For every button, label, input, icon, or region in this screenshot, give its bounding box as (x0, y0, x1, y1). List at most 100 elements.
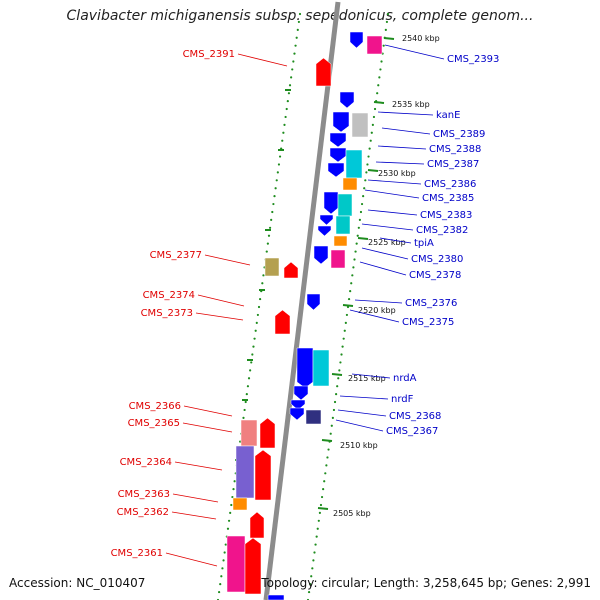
inner-left-ring-dot (233, 480, 236, 483)
gene-blue (293, 385, 309, 401)
gene-label-left: CMS_2361 (111, 548, 163, 559)
outer-right-ring-dot (333, 400, 337, 404)
outer-right-ring-dot (336, 385, 339, 388)
gene-orange (333, 235, 348, 247)
gene-red (249, 511, 265, 539)
outer-right-ring-dot (335, 393, 338, 396)
kbp-tick-label: 2515 kbp (348, 374, 386, 383)
kbp-tick-label: 2505 kbp (333, 509, 371, 518)
inner-left-ring-dot (249, 369, 252, 372)
kbp-tick-mark (357, 237, 369, 240)
kbp-tick-label: 2535 kbp (392, 100, 430, 109)
inner-left-ring-dot (286, 100, 289, 103)
gene-label-right: tpiA (414, 238, 434, 249)
gene-label-right: CMS_2382 (416, 225, 468, 236)
outer-right-ring-dot (369, 139, 372, 142)
label-leader-line (351, 373, 391, 379)
inner-left-ring-dot (243, 408, 246, 412)
gene-label-left: CMS_2365 (128, 418, 180, 429)
outer-right-ring-dot (354, 250, 357, 253)
label-leader-line (195, 312, 244, 321)
kbp-tick-mark (373, 101, 385, 104)
gene-blue (313, 245, 329, 265)
outer-right-ring-dot (382, 44, 385, 47)
outer-right-ring-dot (316, 527, 319, 530)
outer-right-ring-dot (341, 345, 344, 348)
inner-left-ring-dot (251, 353, 254, 356)
inner-left-ring-dot (295, 36, 298, 39)
outer-right-ring-dot (323, 480, 326, 483)
gene-blue (319, 214, 334, 226)
gene-label-left: CMS_2391 (183, 49, 235, 60)
outer-right-ring-dot (355, 242, 358, 245)
label-leader-line (384, 44, 445, 60)
label-leader-line (339, 395, 389, 400)
gene-blue (332, 111, 350, 133)
outer-right-ring-dot (384, 28, 387, 31)
label-leader-line (349, 309, 400, 323)
gene-label-left: CMS_2364 (120, 457, 172, 468)
outer-right-ring-dot (339, 361, 342, 364)
inner-left-ring-dot (246, 385, 250, 388)
outer-right-ring-dot (372, 115, 376, 119)
gene-label-right: nrdA (393, 373, 417, 384)
label-leader-line (379, 237, 412, 244)
inner-left-ring-dot (255, 321, 258, 324)
gene-magenta (366, 35, 383, 55)
outer-right-ring-dot (376, 92, 379, 95)
outer-right-ring-dot (340, 353, 343, 356)
outer-right-ring-dot (338, 369, 341, 372)
outer-right-ring-dot (317, 519, 320, 522)
outer-right-ring-dot (347, 297, 351, 301)
gene-label-right: CMS_2383 (420, 210, 472, 221)
gene-label-right: CMS_2387 (427, 159, 479, 170)
gene-pink (240, 419, 258, 447)
kbp-tick-layer: 2540 kbp 2535 kbp 2530 kbp 2525 kbp 2520 kbp… (317, 34, 440, 518)
gene-label-right: CMS_2378 (409, 270, 461, 281)
outer-right-ring-dot (309, 583, 312, 586)
inner-left-ring-dot (242, 416, 245, 419)
outer-right-ring-dot (325, 464, 328, 467)
kbp-tick-mark (342, 304, 354, 307)
kbp-tick-mark (321, 439, 333, 442)
kbp-tick-label: 2525 kbp (368, 238, 406, 247)
inner-left-ring-dot (257, 305, 261, 309)
inner-left-ring-dot (273, 195, 276, 198)
inner-left-ring-dot (253, 337, 256, 340)
outer-right-ring-dot (380, 60, 383, 63)
gene-cyan (312, 349, 330, 387)
inner-left-ring-dot (220, 575, 223, 578)
inner-left-ring-dot (292, 60, 295, 63)
label-leader-line (361, 247, 409, 260)
outer-right-ring-dot (337, 377, 340, 380)
outer-right-ring-dot (365, 171, 368, 174)
inner-left-ring-dot (226, 527, 230, 530)
inner-left-ring-dot (222, 559, 225, 562)
inner-left-ring-dot (266, 242, 269, 245)
label-layer: CMS_2391 CMS_2377 CMS_2374 CMS_2373 CMS_2366… (111, 44, 499, 567)
backbone-line (263, 1, 341, 600)
map-title: Clavibacter michiganensis subsp. sepedon… (66, 8, 534, 24)
label-leader-line (361, 223, 414, 231)
outer-right-ring-dot (315, 535, 318, 538)
outer-right-ring-dot (318, 511, 321, 514)
outer-right-ring-dot (314, 543, 317, 546)
label-leader-line (377, 111, 434, 116)
outer-right-ring-dot (322, 488, 325, 491)
gene-label-right: CMS_2385 (422, 193, 474, 204)
kbp-tick-label: 2510 kbp (340, 441, 378, 450)
inner-left-ring-dot (270, 218, 273, 221)
outer-right-ring-dot (344, 321, 347, 324)
inner-left-ring-dot (297, 20, 300, 24)
label-leader-line (364, 189, 420, 199)
outer-right-ring-dot (363, 187, 366, 190)
gene-magenta (226, 535, 246, 593)
outer-right-ring-dot (307, 590, 311, 594)
gene-blue (296, 347, 314, 389)
outer-right-ring-dot (385, 20, 389, 24)
gene-orange (232, 497, 248, 511)
gene-label-right: CMS_2376 (405, 298, 457, 309)
inner-left-ring-dot (271, 210, 274, 214)
inner-left-ring-dot (288, 84, 292, 87)
kbp-tick-mark (383, 37, 395, 40)
